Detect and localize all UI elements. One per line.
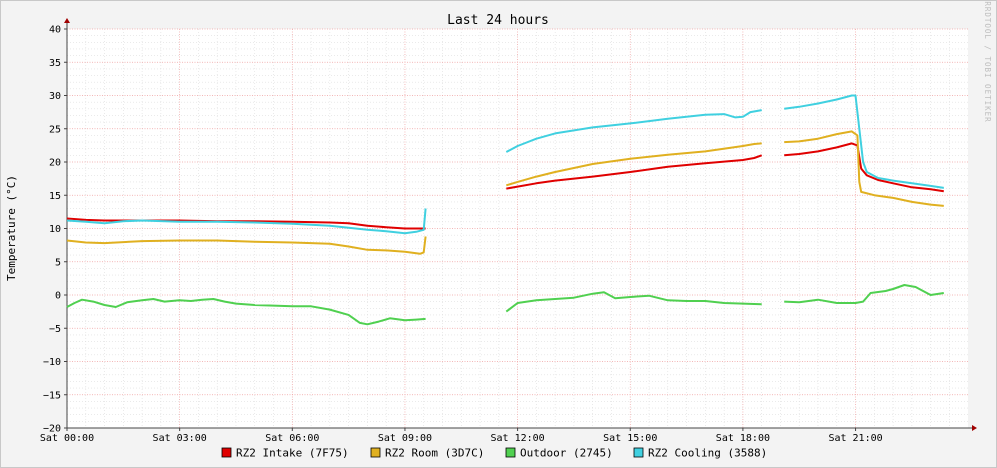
x-tick-label: Sat 21:00 (828, 433, 882, 444)
y-tick-label: 30 (49, 91, 61, 102)
series-line (66, 298, 426, 326)
legend: RZ2 Intake (7F75) RZ2 Room (3D7C) Outdoor … (221, 447, 767, 460)
chart-title: Last 24 hours (447, 13, 549, 28)
x-tick-label: Sat 09:00 (378, 433, 432, 444)
x-tick-label: Sat 00:00 (40, 433, 94, 444)
axes (64, 18, 977, 431)
series-line (506, 142, 762, 187)
y-tick-label: 40 (49, 25, 61, 36)
x-tick-label: Sat 15:00 (603, 433, 657, 444)
y-tick-labels: −20 −15 −10 −5 0 5 10 15 20 25 30 35 40 (43, 25, 67, 435)
rrdtool-watermark: RRDTOOL / TOBI OETIKER (983, 1, 992, 122)
series-line (784, 142, 944, 193)
series-line (505, 291, 762, 313)
legend-swatch (370, 447, 381, 458)
y-tick-label: 15 (49, 191, 61, 202)
x-tick-labels: Sat 00:00 Sat 03:00 Sat 06:00 Sat 09:00 Sat … (40, 428, 883, 444)
series-line (784, 284, 944, 304)
series-line (66, 236, 427, 255)
legend-label: Outdoor (2745) (520, 447, 613, 460)
y-tick-label: −5 (49, 324, 61, 335)
x-tick-label: Sat 12:00 (491, 433, 545, 444)
y-axis-arrow (64, 18, 70, 23)
y-tick-label: −20 (43, 424, 61, 435)
y-tick-label: −10 (43, 357, 61, 368)
y-tick-label: 0 (55, 291, 61, 302)
y-tick-label: 20 (49, 158, 61, 169)
y-tick-label: 10 (49, 224, 61, 235)
legend-swatch (505, 447, 516, 458)
series-line (66, 217, 426, 230)
y-tick-label: −15 (43, 390, 61, 401)
y-tick-label: 35 (49, 58, 61, 69)
series-line (505, 109, 762, 153)
y-tick-label: 25 (49, 124, 61, 135)
x-tick-label: Sat 06:00 (265, 433, 319, 444)
grid (66, 28, 968, 429)
series-line (784, 94, 944, 189)
y-tick-label: 5 (55, 257, 61, 268)
y-axis-label: Temperature (°C) (5, 175, 18, 281)
x-tick-label: Sat 03:00 (153, 433, 207, 444)
legend-swatch (633, 447, 644, 458)
legend-label: RZ2 Intake (7F75) (236, 447, 349, 460)
x-axis-arrow (972, 425, 977, 431)
series-line (66, 208, 427, 235)
series-lines (66, 94, 944, 326)
x-tick-label: Sat 18:00 (716, 433, 770, 444)
series-line (506, 154, 763, 190)
legend-label: RZ2 Room (3D7C) (385, 447, 484, 460)
series-line (784, 130, 944, 207)
legend-swatch (221, 447, 232, 458)
legend-label: RZ2 Cooling (3588) (648, 447, 767, 460)
